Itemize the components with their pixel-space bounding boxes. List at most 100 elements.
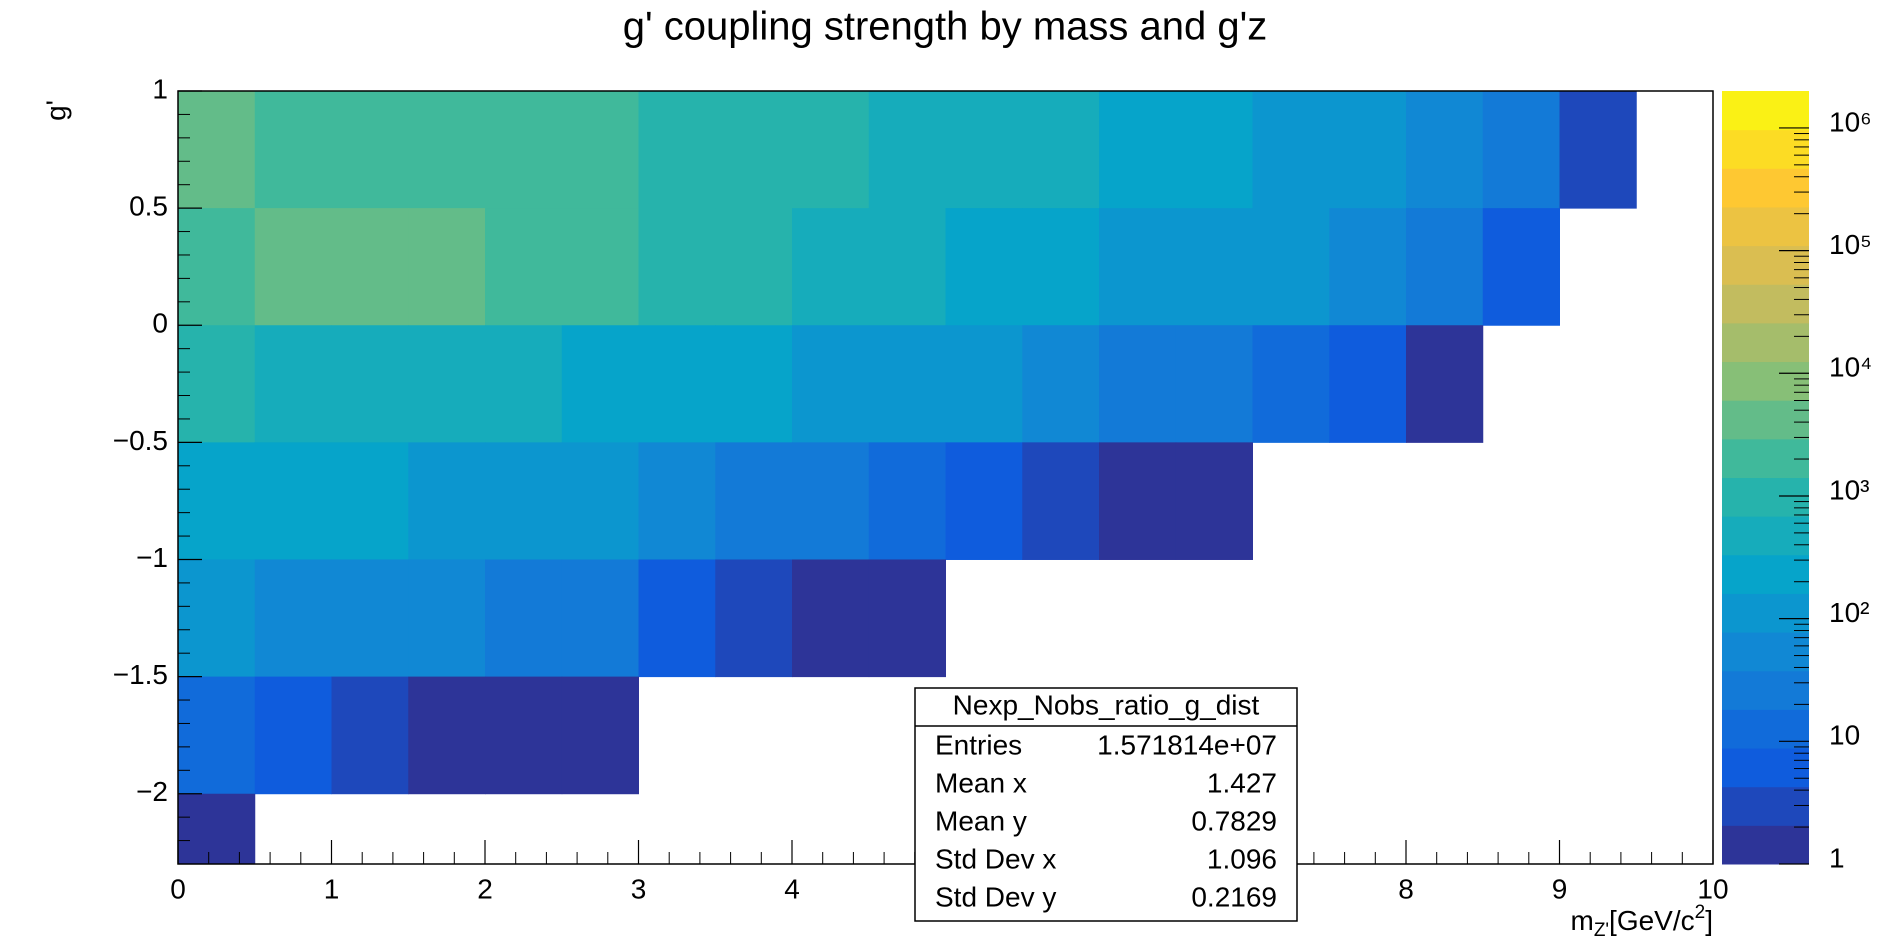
heatmap-cell: [408, 325, 486, 443]
stats-label: Mean y: [935, 805, 1027, 836]
heatmap-cell: [868, 325, 946, 443]
heatmap-cell: [1406, 325, 1484, 443]
heatmap-cell: [1406, 208, 1484, 326]
heatmap-cell: [1022, 208, 1100, 326]
heatmap-cell: [408, 208, 486, 326]
heatmap-cell: [1329, 91, 1407, 209]
colorbar-band: [1722, 516, 1809, 556]
colorbar-band: [1722, 786, 1809, 826]
x-axis-label: mZ'[GeV/c2]: [1570, 902, 1713, 941]
heatmap-cell: [254, 442, 332, 560]
colorbar-band: [1722, 670, 1809, 710]
heatmap-cell: [561, 325, 639, 443]
heatmap-cell: [1175, 442, 1253, 560]
heatmap-cell: [178, 793, 256, 865]
colorbar-band: [1722, 168, 1809, 208]
x-tick-label: 3: [631, 873, 647, 904]
heatmap-cell: [1252, 208, 1330, 326]
heatmap-cell: [1252, 91, 1330, 209]
x-tick-label: 4: [784, 873, 800, 904]
heatmap-cell: [485, 91, 563, 209]
heatmap-cell: [868, 442, 946, 560]
heatmap-cell: [715, 442, 793, 560]
heatmap-cell: [1329, 208, 1407, 326]
heatmap-cell: [715, 559, 793, 678]
heatmap-cell: [178, 676, 256, 795]
heatmap-cell: [945, 91, 1023, 209]
colorbar-band: [1722, 709, 1809, 749]
heatmap-cell: [178, 91, 256, 209]
colorbar-band: [1722, 361, 1809, 401]
heatmap-cell: [792, 208, 870, 326]
heatmap-cell: [792, 91, 870, 209]
heatmap-cell: [715, 91, 793, 209]
colorbar-band: [1722, 438, 1809, 478]
x-label-part: m: [1570, 905, 1593, 936]
stats-value: 1.427: [1207, 767, 1277, 798]
heatmap-cell: [178, 208, 256, 326]
colorbar-band: [1722, 245, 1809, 285]
heatmap-cell: [485, 325, 563, 443]
stats-value: 1.096: [1207, 843, 1277, 874]
heatmap-cell: [561, 442, 639, 560]
stats-title: Nexp_Nobs_ratio_g_dist: [953, 689, 1260, 720]
heatmap-cell: [1175, 208, 1253, 326]
x-label-part: Z': [1594, 920, 1609, 941]
stats-label: Std Dev y: [935, 881, 1056, 912]
stats-label: Std Dev x: [935, 843, 1056, 874]
colorbar-band: [1722, 91, 1809, 131]
y-tick-label: −1: [136, 542, 168, 573]
colorbar-tick-label: 10²: [1829, 597, 1869, 628]
heatmap-cell: [408, 91, 486, 209]
heatmap-cell: [561, 91, 639, 209]
x-tick-label: 10: [1697, 873, 1728, 904]
colorbar-band: [1722, 825, 1809, 865]
heatmap-cells: [178, 91, 1637, 865]
heatmap-cell: [561, 559, 639, 678]
heatmap-cell: [1022, 442, 1100, 560]
heatmap-cell: [638, 91, 716, 209]
y-tick-label: −2: [136, 776, 168, 807]
heatmap-cell: [868, 559, 946, 678]
heatmap-cell: [945, 325, 1023, 443]
stats-value: 0.2169: [1191, 881, 1277, 912]
heatmap-cell: [561, 676, 639, 795]
heatmap-cell: [408, 676, 486, 795]
heatmap-cell: [715, 325, 793, 443]
x-tick-label: 1: [324, 873, 340, 904]
x-tick-label: 0: [170, 873, 186, 904]
heatmap-cell: [561, 208, 639, 326]
heatmap-cell: [715, 208, 793, 326]
heatmap-cell: [331, 91, 409, 209]
stats-label: Entries: [935, 729, 1022, 760]
colorbar-tick-label: 10: [1829, 720, 1860, 751]
heatmap-cell: [638, 208, 716, 326]
heatmap-cell: [1482, 208, 1560, 326]
heatmap-cell: [408, 559, 486, 678]
heatmap-cell: [1175, 325, 1253, 443]
y-tick-label: 0: [152, 308, 168, 339]
heatmap-cell: [331, 559, 409, 678]
heatmap-cell: [1559, 91, 1637, 209]
y-tick-label: 1: [152, 73, 168, 104]
colorbar-band: [1722, 129, 1809, 169]
colorbar-band: [1722, 400, 1809, 440]
heatmap-cell: [178, 442, 256, 560]
colorbar-tick-label: 10³: [1829, 474, 1869, 505]
axes: 012345678910−2−1.5−1−0.500.5111010²10³10…: [113, 73, 1872, 922]
colorbar-band: [1722, 477, 1809, 517]
heatmap-cell: [1329, 325, 1407, 443]
heatmap-cell: [1482, 91, 1560, 209]
heatmap-cell: [254, 325, 332, 443]
heatmap-cell: [254, 559, 332, 678]
y-tick-label: −1.5: [113, 659, 168, 690]
heatmap-cell: [945, 442, 1023, 560]
heatmap-cell: [254, 91, 332, 209]
heatmap-cell: [945, 208, 1023, 326]
heatmap-cell: [178, 325, 256, 443]
colorbar-band: [1722, 632, 1809, 672]
heatmap-cell: [638, 325, 716, 443]
colorbar-band: [1722, 554, 1809, 594]
heatmap-cell: [792, 559, 870, 678]
stats-box: [914, 687, 1298, 922]
